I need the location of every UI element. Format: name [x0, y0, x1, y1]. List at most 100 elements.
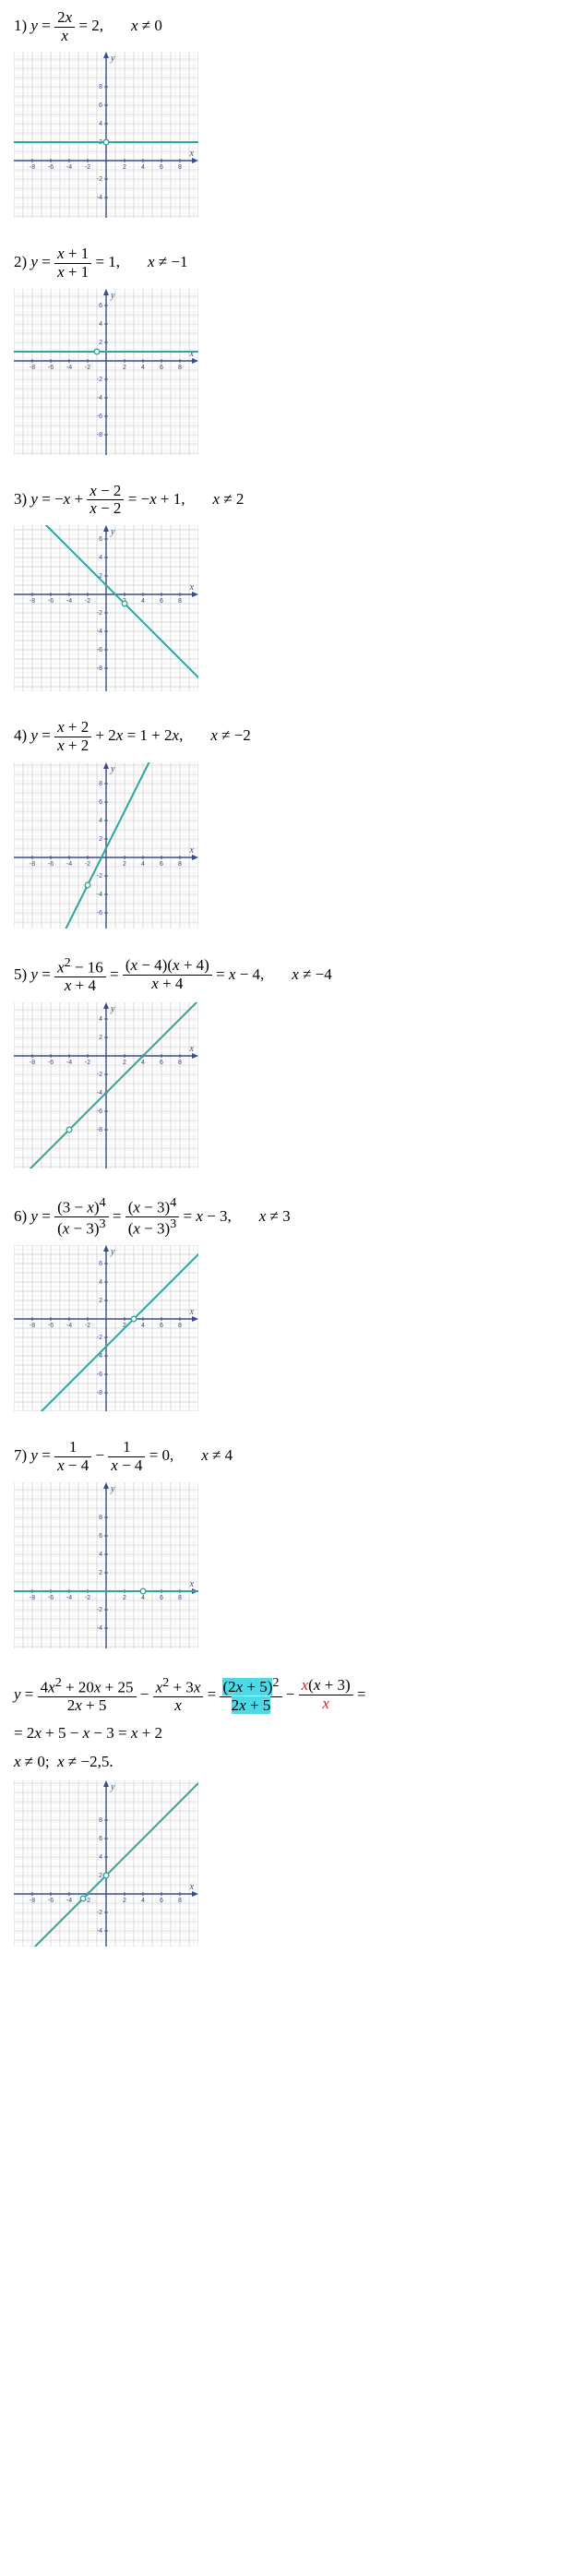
svg-text:-2: -2	[85, 1323, 90, 1329]
svg-text:-6: -6	[48, 861, 54, 868]
svg-text:-4: -4	[66, 598, 72, 605]
svg-text:6: 6	[160, 1323, 163, 1329]
svg-text:-6: -6	[97, 910, 102, 917]
svg-text:6: 6	[99, 536, 102, 543]
svg-text:4: 4	[141, 1323, 145, 1329]
svg-text:2: 2	[99, 340, 102, 346]
svg-text:2: 2	[123, 365, 126, 371]
svg-text:-4: -4	[97, 1928, 102, 1935]
svg-text:8: 8	[99, 781, 102, 787]
problem-4: 4) y = x + 2x + 2 + 2x = 1 + 2x,x ≠ −2 2…	[14, 719, 571, 928]
problem-5-chart: 2468-8-6-4-224-2-4-6-8xy	[14, 1002, 571, 1168]
svg-text:-8: -8	[30, 1060, 35, 1066]
svg-text:-4: -4	[97, 1090, 102, 1096]
svg-text:4: 4	[141, 1060, 145, 1066]
svg-text:-6: -6	[97, 1372, 102, 1378]
svg-text:8: 8	[178, 1323, 182, 1329]
svg-text:x: x	[189, 1579, 195, 1589]
problem-6-equation: 6) y = (3 − x)4(x − 3)3 = (x − 3)4(x − 3…	[14, 1196, 571, 1239]
svg-text:x: x	[189, 1044, 195, 1054]
svg-text:4: 4	[141, 861, 145, 868]
svg-text:y: y	[110, 1004, 115, 1014]
svg-text:y: y	[110, 1484, 115, 1494]
svg-text:-4: -4	[97, 892, 102, 898]
problem-1-equation: 1) y = 2xx = 2,x ≠ 0	[14, 9, 571, 44]
svg-text:4: 4	[99, 321, 102, 328]
svg-text:-4: -4	[97, 395, 102, 401]
svg-text:-2: -2	[97, 610, 102, 617]
svg-text:8: 8	[178, 1595, 182, 1601]
svg-text:x: x	[189, 1882, 195, 1892]
problem-3-equation: 3) y = −x + x − 2x − 2 = −x + 1,x ≠ 2	[14, 483, 571, 518]
svg-text:8: 8	[178, 1060, 182, 1066]
svg-text:-4: -4	[66, 164, 72, 171]
svg-text:-8: -8	[97, 1127, 102, 1133]
svg-text:8: 8	[99, 1515, 102, 1521]
svg-text:x: x	[189, 149, 195, 159]
svg-text:6: 6	[160, 861, 163, 868]
problem-1: 1) y = 2xx = 2,x ≠ 0 2468-8-6-4-22468-2-…	[14, 9, 571, 218]
svg-text:2: 2	[99, 1298, 102, 1304]
svg-text:4: 4	[99, 121, 102, 127]
svg-text:-8: -8	[97, 665, 102, 672]
svg-text:-8: -8	[30, 1595, 35, 1601]
svg-text:2: 2	[123, 164, 126, 171]
svg-text:-6: -6	[97, 1108, 102, 1115]
svg-text:-6: -6	[48, 1595, 54, 1601]
svg-text:4: 4	[141, 1898, 145, 1904]
svg-text:4: 4	[99, 1279, 102, 1286]
problem-2-chart: 2468-8-6-4-2246-2-4-6-8xy	[14, 289, 571, 455]
svg-text:4: 4	[141, 164, 145, 171]
svg-text:8: 8	[178, 365, 182, 371]
svg-text:8: 8	[178, 861, 182, 868]
problem-6-chart: 2468-8-6-4-2246-2-4-6-8xy	[14, 1245, 571, 1411]
svg-text:4: 4	[141, 1595, 145, 1601]
svg-text:x: x	[189, 349, 195, 359]
svg-text:-8: -8	[97, 1390, 102, 1396]
svg-text:-8: -8	[30, 365, 35, 371]
svg-text:-8: -8	[30, 598, 35, 605]
svg-text:6: 6	[99, 1836, 102, 1842]
svg-text:4: 4	[99, 1854, 102, 1861]
svg-text:-4: -4	[66, 1060, 72, 1066]
svg-text:-2: -2	[97, 1607, 102, 1613]
problem-6: 6) y = (3 − x)4(x − 3)3 = (x − 3)4(x − 3…	[14, 1196, 571, 1412]
svg-text:2: 2	[123, 861, 126, 868]
svg-text:6: 6	[99, 102, 102, 109]
svg-text:-4: -4	[97, 629, 102, 635]
svg-text:4: 4	[141, 598, 145, 605]
svg-text:6: 6	[160, 598, 163, 605]
svg-text:-6: -6	[48, 1323, 54, 1329]
svg-text:-2: -2	[85, 598, 90, 605]
svg-text:-4: -4	[97, 1625, 102, 1632]
svg-text:y: y	[110, 1782, 115, 1792]
svg-text:y: y	[110, 764, 115, 774]
svg-text:-6: -6	[97, 647, 102, 653]
svg-text:6: 6	[160, 1060, 163, 1066]
svg-text:6: 6	[160, 1595, 163, 1601]
svg-text:2: 2	[123, 1595, 126, 1601]
svg-text:6: 6	[99, 303, 102, 309]
svg-text:-4: -4	[97, 195, 102, 201]
svg-text:-2: -2	[97, 176, 102, 183]
svg-text:-6: -6	[48, 598, 54, 605]
svg-text:y: y	[110, 1247, 115, 1257]
svg-text:2: 2	[99, 836, 102, 843]
svg-text:-8: -8	[30, 1898, 35, 1904]
svg-text:y: y	[110, 291, 115, 301]
svg-text:8: 8	[178, 598, 182, 605]
svg-text:-8: -8	[30, 1323, 35, 1329]
svg-text:2: 2	[99, 1873, 102, 1879]
svg-text:4: 4	[99, 818, 102, 824]
svg-text:6: 6	[99, 1533, 102, 1540]
problem-7: 7) y = 1x − 4 − 1x − 4 = 0,x ≠ 4 2468-8-…	[14, 1439, 571, 1647]
svg-text:-4: -4	[66, 1898, 72, 1904]
svg-text:-2: -2	[97, 377, 102, 383]
svg-text:4: 4	[99, 1552, 102, 1558]
svg-text:-6: -6	[48, 1898, 54, 1904]
problem-5: 5) y = x2 − 16x + 4 = (x − 4)(x + 4)x + …	[14, 956, 571, 1168]
svg-text:6: 6	[160, 365, 163, 371]
svg-text:6: 6	[99, 1261, 102, 1267]
svg-text:2: 2	[123, 1060, 126, 1066]
problem-2: 2) y = x + 1x + 1 = 1,x ≠ −1 2468-8-6-4-…	[14, 246, 571, 454]
